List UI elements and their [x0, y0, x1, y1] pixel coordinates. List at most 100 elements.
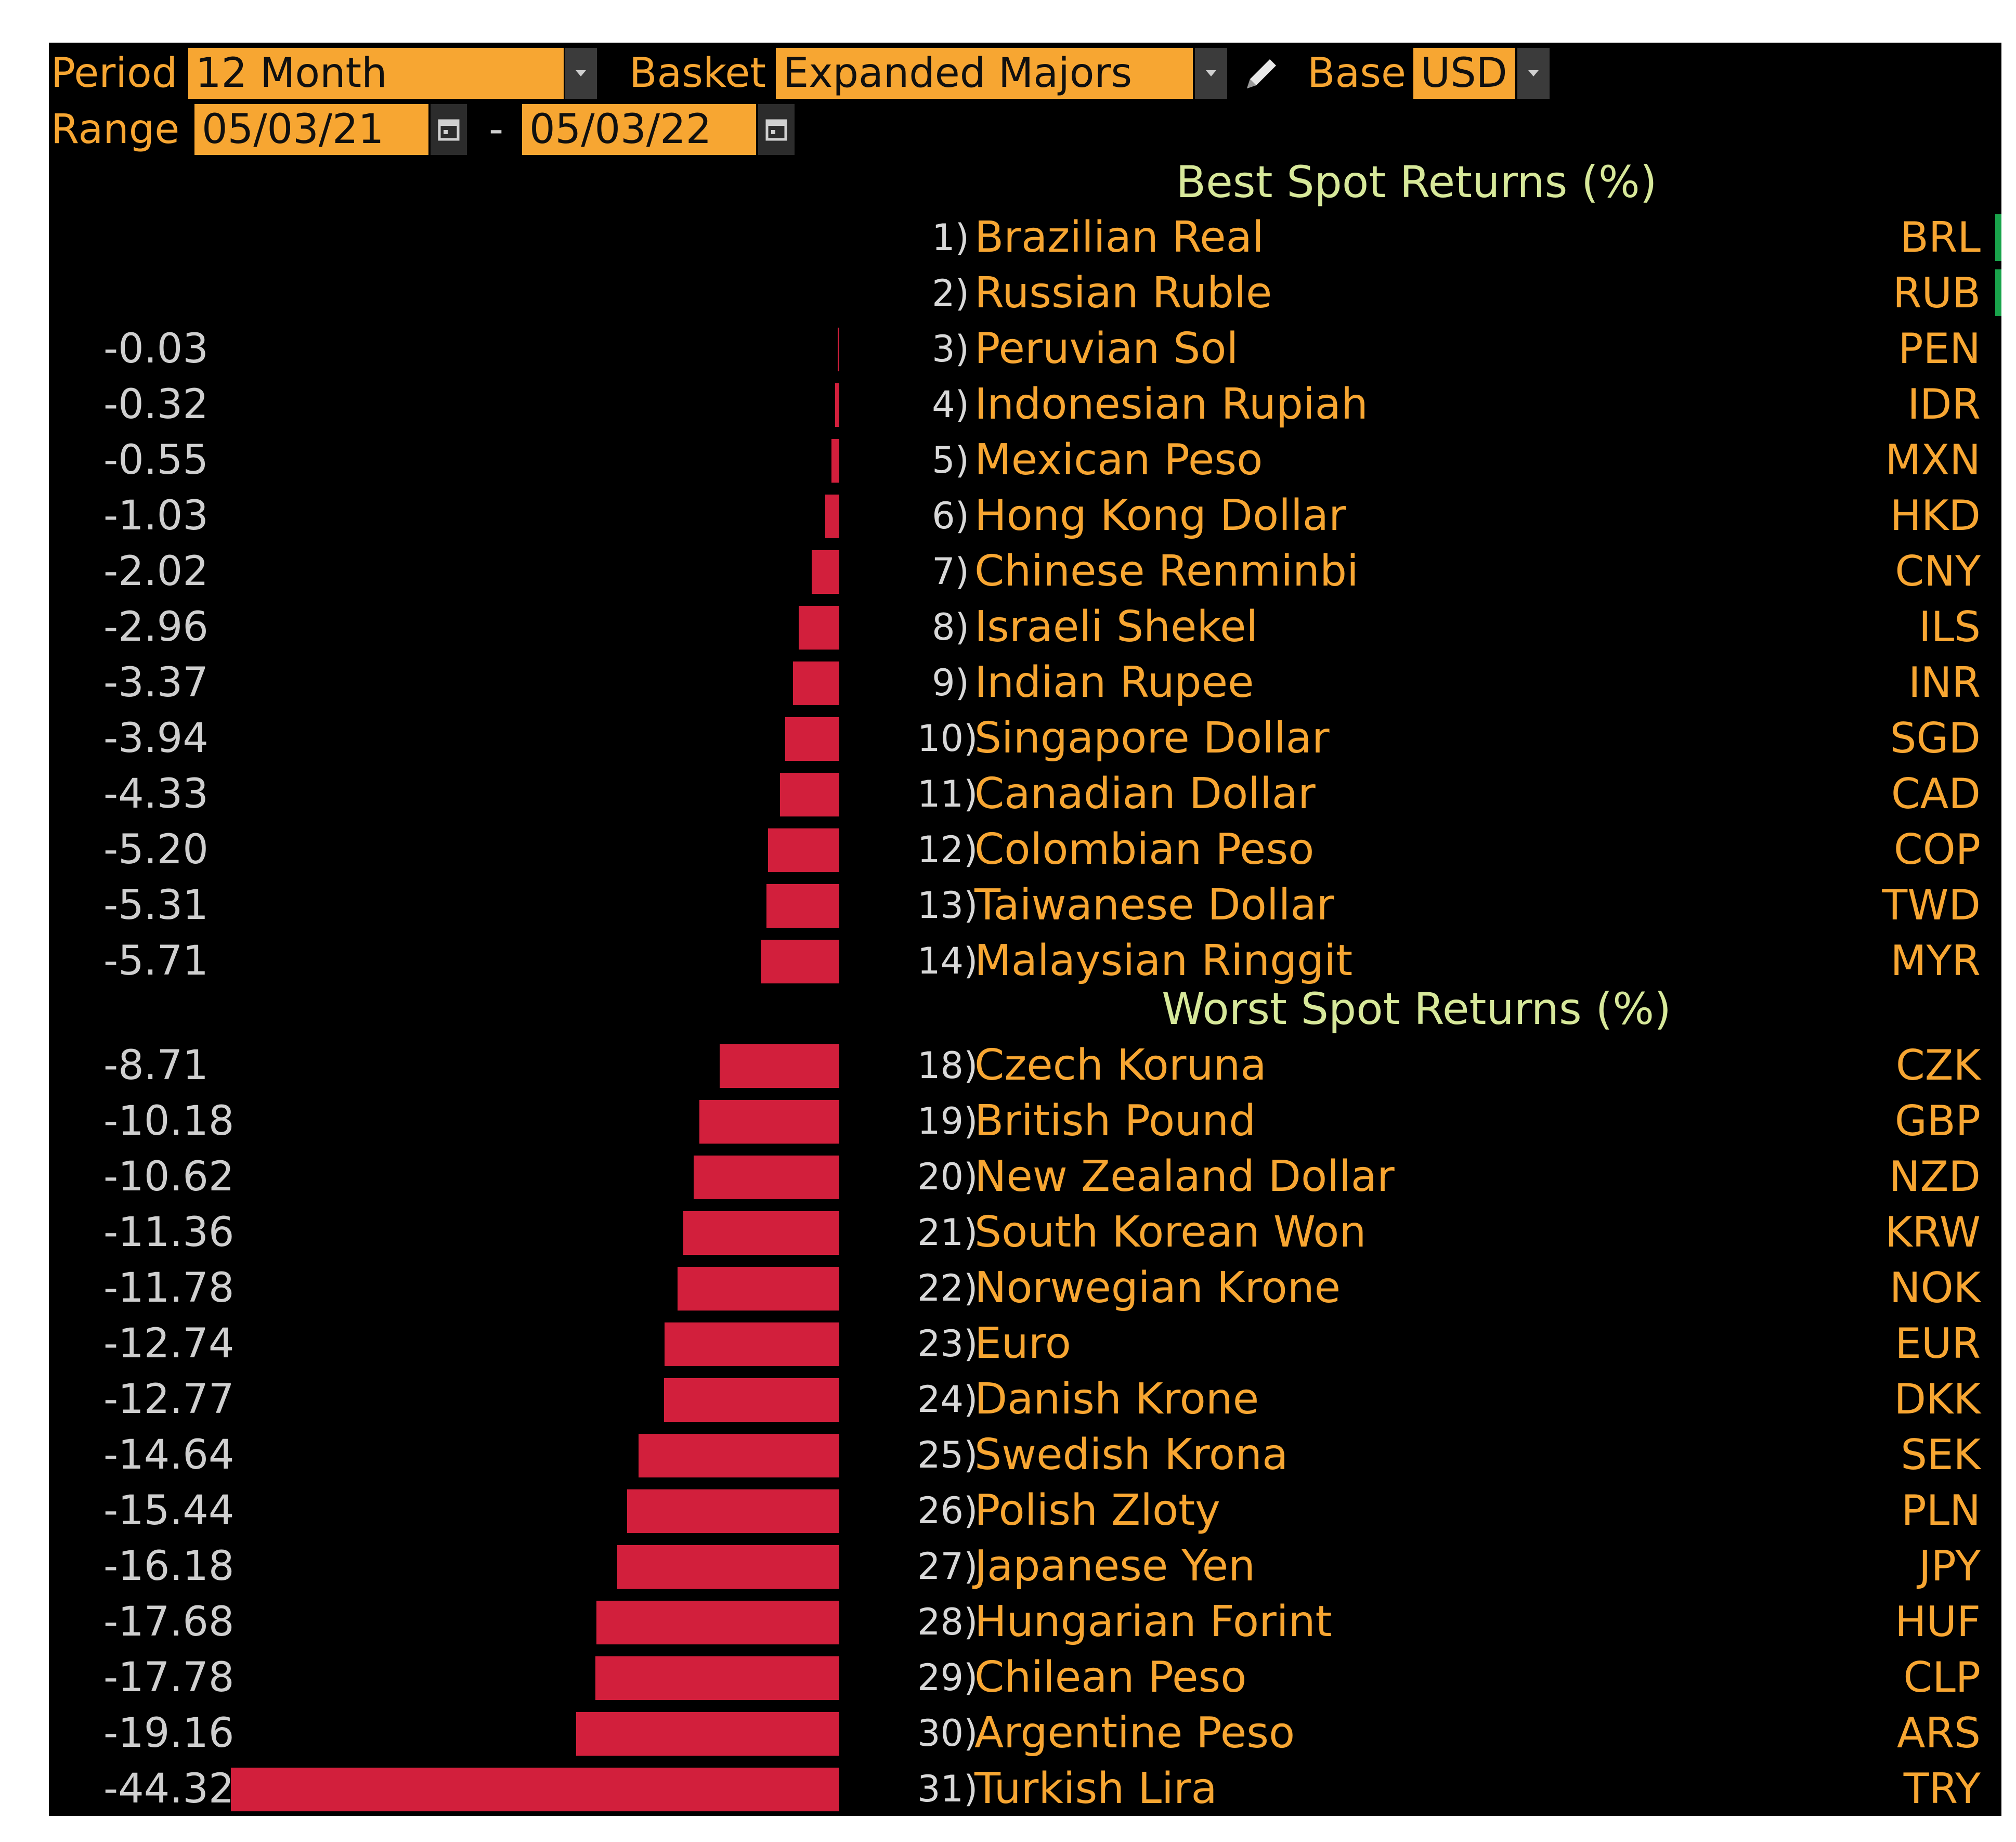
currency-name[interactable]: South Korean Won	[974, 1208, 1367, 1257]
calendar-icon	[765, 119, 787, 141]
rank-label: 25)	[917, 1434, 978, 1476]
rank-label: 13)	[917, 884, 978, 927]
base-label: Base	[1307, 50, 1406, 97]
currency-name[interactable]: Indonesian Rupiah	[974, 380, 1368, 429]
value-label: -12.77	[103, 1376, 235, 1423]
currency-code: MXN	[1885, 436, 1981, 484]
currency-code: IDR	[1907, 380, 1981, 429]
currency-name[interactable]: Russian Ruble	[974, 268, 1272, 318]
return-bar-dkk	[664, 1378, 839, 1422]
return-bar-pen	[838, 327, 839, 371]
terminal-panel: Period 12 Month Basket Expanded Majors B…	[49, 43, 2001, 1816]
value-label: -0.03	[103, 326, 209, 372]
currency-name[interactable]: Indian Rupee	[974, 658, 1254, 707]
currency-name[interactable]: Mexican Peso	[974, 435, 1263, 485]
currency-code: PEN	[1898, 325, 1981, 373]
period-label: Period	[51, 50, 178, 97]
currency-code: CZK	[1895, 1041, 1981, 1089]
currency-code: BRL	[1900, 213, 1981, 262]
range-end-calendar-button[interactable]	[758, 104, 795, 155]
pencil-icon[interactable]	[1240, 51, 1284, 96]
currency-name[interactable]: Israeli Shekel	[974, 602, 1258, 652]
rank-label: 22)	[917, 1267, 978, 1309]
currency-name[interactable]: Taiwanese Dollar	[974, 880, 1334, 930]
period-dropdown-button[interactable]	[565, 48, 597, 99]
rank-label: 30)	[917, 1712, 978, 1755]
basket-dropdown-button[interactable]	[1195, 48, 1227, 99]
currency-code: JPY	[1919, 1542, 1981, 1590]
return-bar-clp	[595, 1656, 839, 1700]
range-label: Range	[51, 106, 180, 153]
currency-code: CNY	[1895, 547, 1981, 595]
value-label: -0.32	[103, 381, 209, 428]
currency-name[interactable]: Hungarian Forint	[974, 1597, 1332, 1646]
rank-label: 1)	[932, 216, 969, 259]
rank-label: 4)	[932, 383, 969, 426]
value-label: -5.20	[103, 826, 209, 873]
currency-code: KRW	[1885, 1208, 1981, 1256]
currency-name[interactable]: Danish Krone	[974, 1374, 1259, 1424]
value-label: -8.71	[103, 1042, 209, 1089]
currency-code: TWD	[1882, 881, 1981, 929]
return-bar-huf	[596, 1600, 839, 1644]
currency-name[interactable]: Chilean Peso	[974, 1653, 1247, 1702]
value-label: -10.62	[103, 1153, 235, 1200]
currency-name[interactable]: Brazilian Real	[974, 213, 1264, 262]
currency-name[interactable]: Japanese Yen	[974, 1541, 1256, 1591]
base-select[interactable]: USD	[1413, 48, 1515, 99]
currency-code: CAD	[1891, 770, 1981, 818]
value-label: -1.03	[103, 492, 209, 539]
positive-return-marker	[1995, 269, 2001, 316]
rank-label: 24)	[917, 1378, 978, 1421]
currency-name[interactable]: Canadian Dollar	[974, 769, 1316, 819]
currency-name[interactable]: Singapore Dollar	[974, 714, 1330, 763]
return-bar-cad	[779, 772, 839, 816]
currency-code: HUF	[1895, 1598, 1981, 1646]
return-bar-eur	[664, 1322, 839, 1366]
rank-label: 31)	[917, 1768, 978, 1810]
return-bar-sek	[638, 1433, 839, 1477]
currency-code: RUB	[1892, 269, 1981, 317]
currency-name[interactable]: Euro	[974, 1319, 1071, 1368]
worst-returns-title: Worst Spot Returns (%)	[1162, 983, 1671, 1034]
value-label: -3.94	[103, 715, 209, 762]
range-start-calendar-button[interactable]	[431, 104, 467, 155]
basket-label: Basket	[629, 50, 766, 97]
currency-name[interactable]: Turkish Lira	[974, 1764, 1217, 1813]
range-start-field[interactable]: 05/03/21	[194, 104, 428, 155]
calendar-icon	[438, 119, 460, 141]
rank-label: 6)	[932, 495, 969, 537]
currency-code: HKD	[1890, 491, 1981, 540]
rank-label: 18)	[917, 1044, 978, 1087]
currency-name[interactable]: Swedish Krona	[974, 1430, 1289, 1480]
return-bar-ils	[798, 605, 839, 650]
base-dropdown-button[interactable]	[1517, 48, 1550, 99]
currency-code: DKK	[1894, 1375, 1981, 1423]
value-label: -10.18	[103, 1098, 235, 1145]
value-label: -3.37	[103, 659, 209, 706]
currency-name[interactable]: Hong Kong Dollar	[974, 491, 1346, 540]
currency-name[interactable]: Polish Zloty	[974, 1486, 1220, 1535]
currency-name[interactable]: New Zealand Dollar	[974, 1152, 1395, 1201]
currency-name[interactable]: Peruvian Sol	[974, 324, 1239, 373]
rank-label: 9)	[932, 661, 969, 704]
period-select[interactable]: 12 Month	[188, 48, 564, 99]
currency-name[interactable]: Chinese Renminbi	[974, 547, 1359, 596]
currency-name[interactable]: Colombian Peso	[974, 825, 1315, 874]
value-label: -2.02	[103, 548, 209, 595]
currency-name[interactable]: Czech Koruna	[974, 1041, 1267, 1090]
basket-select[interactable]: Expanded Majors	[776, 48, 1193, 99]
currency-name[interactable]: Argentine Peso	[974, 1708, 1295, 1758]
value-label: -12.74	[103, 1320, 235, 1367]
rank-label: 28)	[917, 1601, 978, 1643]
currency-code: SGD	[1890, 714, 1981, 762]
currency-code: COP	[1893, 825, 1981, 874]
rank-label: 14)	[917, 940, 978, 982]
currency-name[interactable]: Norwegian Krone	[974, 1263, 1341, 1313]
currency-name[interactable]: Malaysian Ringgit	[974, 936, 1353, 985]
currency-name[interactable]: British Pound	[974, 1096, 1256, 1146]
value-label: -15.44	[103, 1487, 235, 1534]
range-end-field[interactable]: 05/03/22	[522, 104, 756, 155]
rank-label: 12)	[917, 828, 978, 871]
rank-label: 11)	[917, 773, 978, 815]
